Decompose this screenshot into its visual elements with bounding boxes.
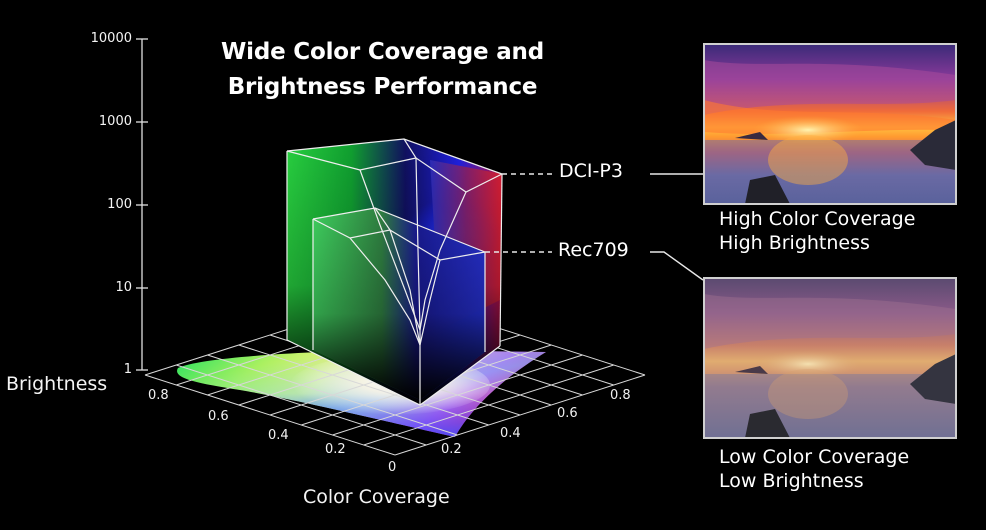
floor-tick-label-right: 0.6	[557, 406, 578, 421]
y-tick-label: 10000	[90, 31, 132, 46]
floor-tick-label-left: 0.8	[148, 388, 169, 403]
floor-tick-label-left: 0.2	[325, 442, 346, 457]
photo-low-color-coverage	[704, 278, 956, 438]
high-caption-line-2: High Brightness	[719, 232, 870, 254]
x-axis-title: Color Coverage	[303, 486, 450, 508]
floor-tick-label-right: 0.8	[610, 388, 631, 403]
photo-high-color-coverage	[704, 44, 956, 204]
diagram-title: Wide Color Coverage and Brightness Perfo…	[175, 35, 590, 105]
floor-tick-label-right: 0.4	[500, 426, 521, 441]
floor-tick-label-left: 0	[388, 460, 397, 475]
floor-tick-label-right: 0.2	[441, 442, 462, 457]
low-caption-line-1: Low Color Coverage	[719, 446, 910, 468]
low-caption-line-2: Low Brightness	[719, 470, 864, 492]
rec709-label: Rec709	[558, 239, 629, 261]
y-tick-label: 1000	[98, 114, 132, 129]
high-coverage-caption: High Color Coverage High Brightness	[719, 207, 915, 255]
y-axis-title: Brightness	[6, 373, 108, 395]
floor-tick-label-left: 0.6	[208, 409, 229, 424]
y-tick-label: 1	[123, 362, 132, 377]
y-tick-label: 10	[115, 280, 132, 295]
brightness-axis	[136, 38, 148, 371]
title-line-1: Wide Color Coverage and	[220, 39, 544, 65]
volume-wireframes	[286, 138, 503, 406]
high-caption-line-1: High Color Coverage	[719, 208, 916, 230]
title-line-2: Brightness Performance	[227, 74, 538, 100]
floor-tick-label-left: 0.4	[268, 428, 289, 443]
y-tick-label: 100	[107, 197, 132, 212]
rec709-volume	[313, 208, 485, 400]
low-coverage-caption: Low Color Coverage Low Brightness	[719, 445, 909, 493]
dci-p3-label: DCI-P3	[559, 160, 623, 182]
leader-lines	[485, 173, 704, 281]
